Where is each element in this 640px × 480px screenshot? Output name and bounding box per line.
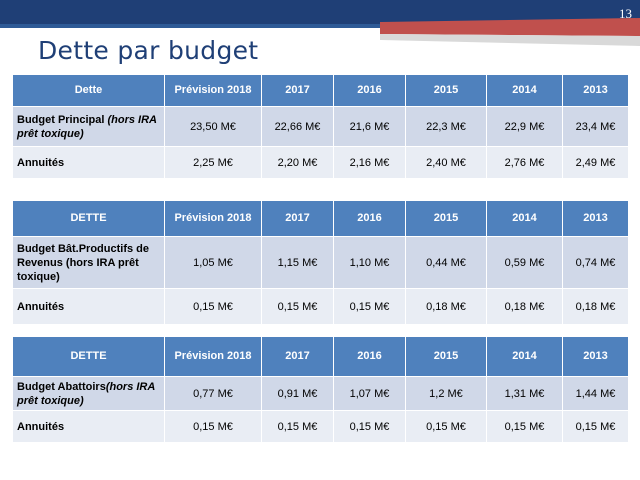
- slide-title: Dette par budget: [38, 36, 259, 65]
- header-banner: [0, 0, 640, 46]
- column-header: 2015: [405, 336, 487, 377]
- column-header: 2013: [562, 74, 629, 107]
- value-cell: 0,15 M€: [486, 410, 563, 443]
- column-header: 2014: [486, 74, 563, 107]
- value-cell: 0,18 M€: [486, 288, 563, 325]
- column-header: 2015: [405, 74, 487, 107]
- row-label: Budget Abattoirs(hors IRA prêt toxique): [12, 376, 165, 411]
- row-label-note: (hors IRA prêt toxique): [17, 380, 155, 407]
- value-cell: 0,18 M€: [562, 288, 629, 325]
- value-cell: 0,15 M€: [333, 288, 406, 325]
- debt-table-principal: Dette Prévision 2018 2017 2016 2015 2014…: [12, 74, 629, 179]
- value-cell: 22,9 M€: [486, 106, 563, 147]
- column-header: Prévision 2018: [164, 336, 262, 377]
- value-cell: 0,15 M€: [562, 410, 629, 443]
- column-header: 2016: [333, 200, 406, 237]
- column-header: 2015: [405, 200, 487, 237]
- debt-table-abattoirs: DETTE Prévision 2018 2017 2016 2015 2014…: [12, 336, 629, 443]
- value-cell: 0,15 M€: [405, 410, 487, 443]
- column-header: 2013: [562, 200, 629, 237]
- value-cell: 1,31 M€: [486, 376, 563, 411]
- value-cell: 0,15 M€: [164, 288, 262, 325]
- row-label-main: Annuités: [17, 156, 65, 169]
- value-cell: 2,20 M€: [261, 146, 334, 179]
- row-label-main: Annuités: [17, 300, 65, 313]
- value-cell: 1,2 M€: [405, 376, 487, 411]
- column-header: 2017: [261, 336, 334, 377]
- value-cell: 2,40 M€: [405, 146, 487, 179]
- value-cell: 22,66 M€: [261, 106, 334, 147]
- table-header-row: DETTE Prévision 2018 2017 2016 2015 2014…: [12, 200, 629, 237]
- table-row: Budget Principal (hors IRA prêt toxique)…: [12, 106, 629, 147]
- row-label: Annuités: [12, 410, 165, 443]
- row-label: Budget Bât.Productifs de Revenus (hors I…: [12, 236, 165, 289]
- column-header: DETTE: [12, 336, 165, 377]
- value-cell: 21,6 M€: [333, 106, 406, 147]
- value-cell: 2,25 M€: [164, 146, 262, 179]
- value-cell: 0,15 M€: [333, 410, 406, 443]
- value-cell: 0,15 M€: [261, 288, 334, 325]
- row-label-note: (hors IRA prêt toxique): [17, 113, 157, 140]
- value-cell: 1,44 M€: [562, 376, 629, 411]
- table-row: Budget Abattoirs(hors IRA prêt toxique) …: [12, 376, 629, 411]
- row-label-main: Budget Principal: [17, 113, 105, 126]
- table-header-row: DETTE Prévision 2018 2017 2016 2015 2014…: [12, 336, 629, 377]
- column-header: Prévision 2018: [164, 74, 262, 107]
- value-cell: 2,16 M€: [333, 146, 406, 179]
- value-cell: 0,74 M€: [562, 236, 629, 289]
- column-header: 2013: [562, 336, 629, 377]
- value-cell: 0,77 M€: [164, 376, 262, 411]
- debt-table-batiments: DETTE Prévision 2018 2017 2016 2015 2014…: [12, 200, 629, 325]
- column-header: 2017: [261, 74, 334, 107]
- column-header: Dette: [12, 74, 165, 107]
- value-cell: 22,3 M€: [405, 106, 487, 147]
- column-header: 2016: [333, 336, 406, 377]
- table-row: Annuités 0,15 M€ 0,15 M€ 0,15 M€ 0,18 M€…: [12, 288, 629, 325]
- row-label: Annuités: [12, 288, 165, 325]
- column-header: Prévision 2018: [164, 200, 262, 237]
- column-header: 2016: [333, 74, 406, 107]
- column-header: 2014: [486, 200, 563, 237]
- value-cell: 0,15 M€: [261, 410, 334, 443]
- row-label: Budget Principal (hors IRA prêt toxique): [12, 106, 165, 147]
- banner-red-stripe: [380, 18, 640, 36]
- value-cell: 0,59 M€: [486, 236, 563, 289]
- table-row: Annuités 2,25 M€ 2,20 M€ 2,16 M€ 2,40 M€…: [12, 146, 629, 179]
- table-header-row: Dette Prévision 2018 2017 2016 2015 2014…: [12, 74, 629, 107]
- column-header: 2017: [261, 200, 334, 237]
- value-cell: 23,4 M€: [562, 106, 629, 147]
- table-row: Annuités 0,15 M€ 0,15 M€ 0,15 M€ 0,15 M€…: [12, 410, 629, 443]
- slide-number: 13: [619, 6, 632, 21]
- value-cell: 0,15 M€: [164, 410, 262, 443]
- value-cell: 1,10 M€: [333, 236, 406, 289]
- column-header: 2014: [486, 336, 563, 377]
- row-label-main: Annuités: [17, 420, 65, 433]
- value-cell: 1,07 M€: [333, 376, 406, 411]
- row-label: Annuités: [12, 146, 165, 179]
- row-label-main: Budget Bât.Productifs de Revenus (hors I…: [17, 242, 150, 283]
- value-cell: 2,49 M€: [562, 146, 629, 179]
- value-cell: 1,05 M€: [164, 236, 262, 289]
- row-label-main: Budget Abattoirs: [17, 380, 106, 393]
- table-row: Budget Bât.Productifs de Revenus (hors I…: [12, 236, 629, 289]
- value-cell: 2,76 M€: [486, 146, 563, 179]
- value-cell: 0,44 M€: [405, 236, 487, 289]
- value-cell: 0,18 M€: [405, 288, 487, 325]
- value-cell: 23,50 M€: [164, 106, 262, 147]
- value-cell: 0,91 M€: [261, 376, 334, 411]
- banner-gray-stripe: [380, 34, 640, 46]
- column-header: DETTE: [12, 200, 165, 237]
- value-cell: 1,15 M€: [261, 236, 334, 289]
